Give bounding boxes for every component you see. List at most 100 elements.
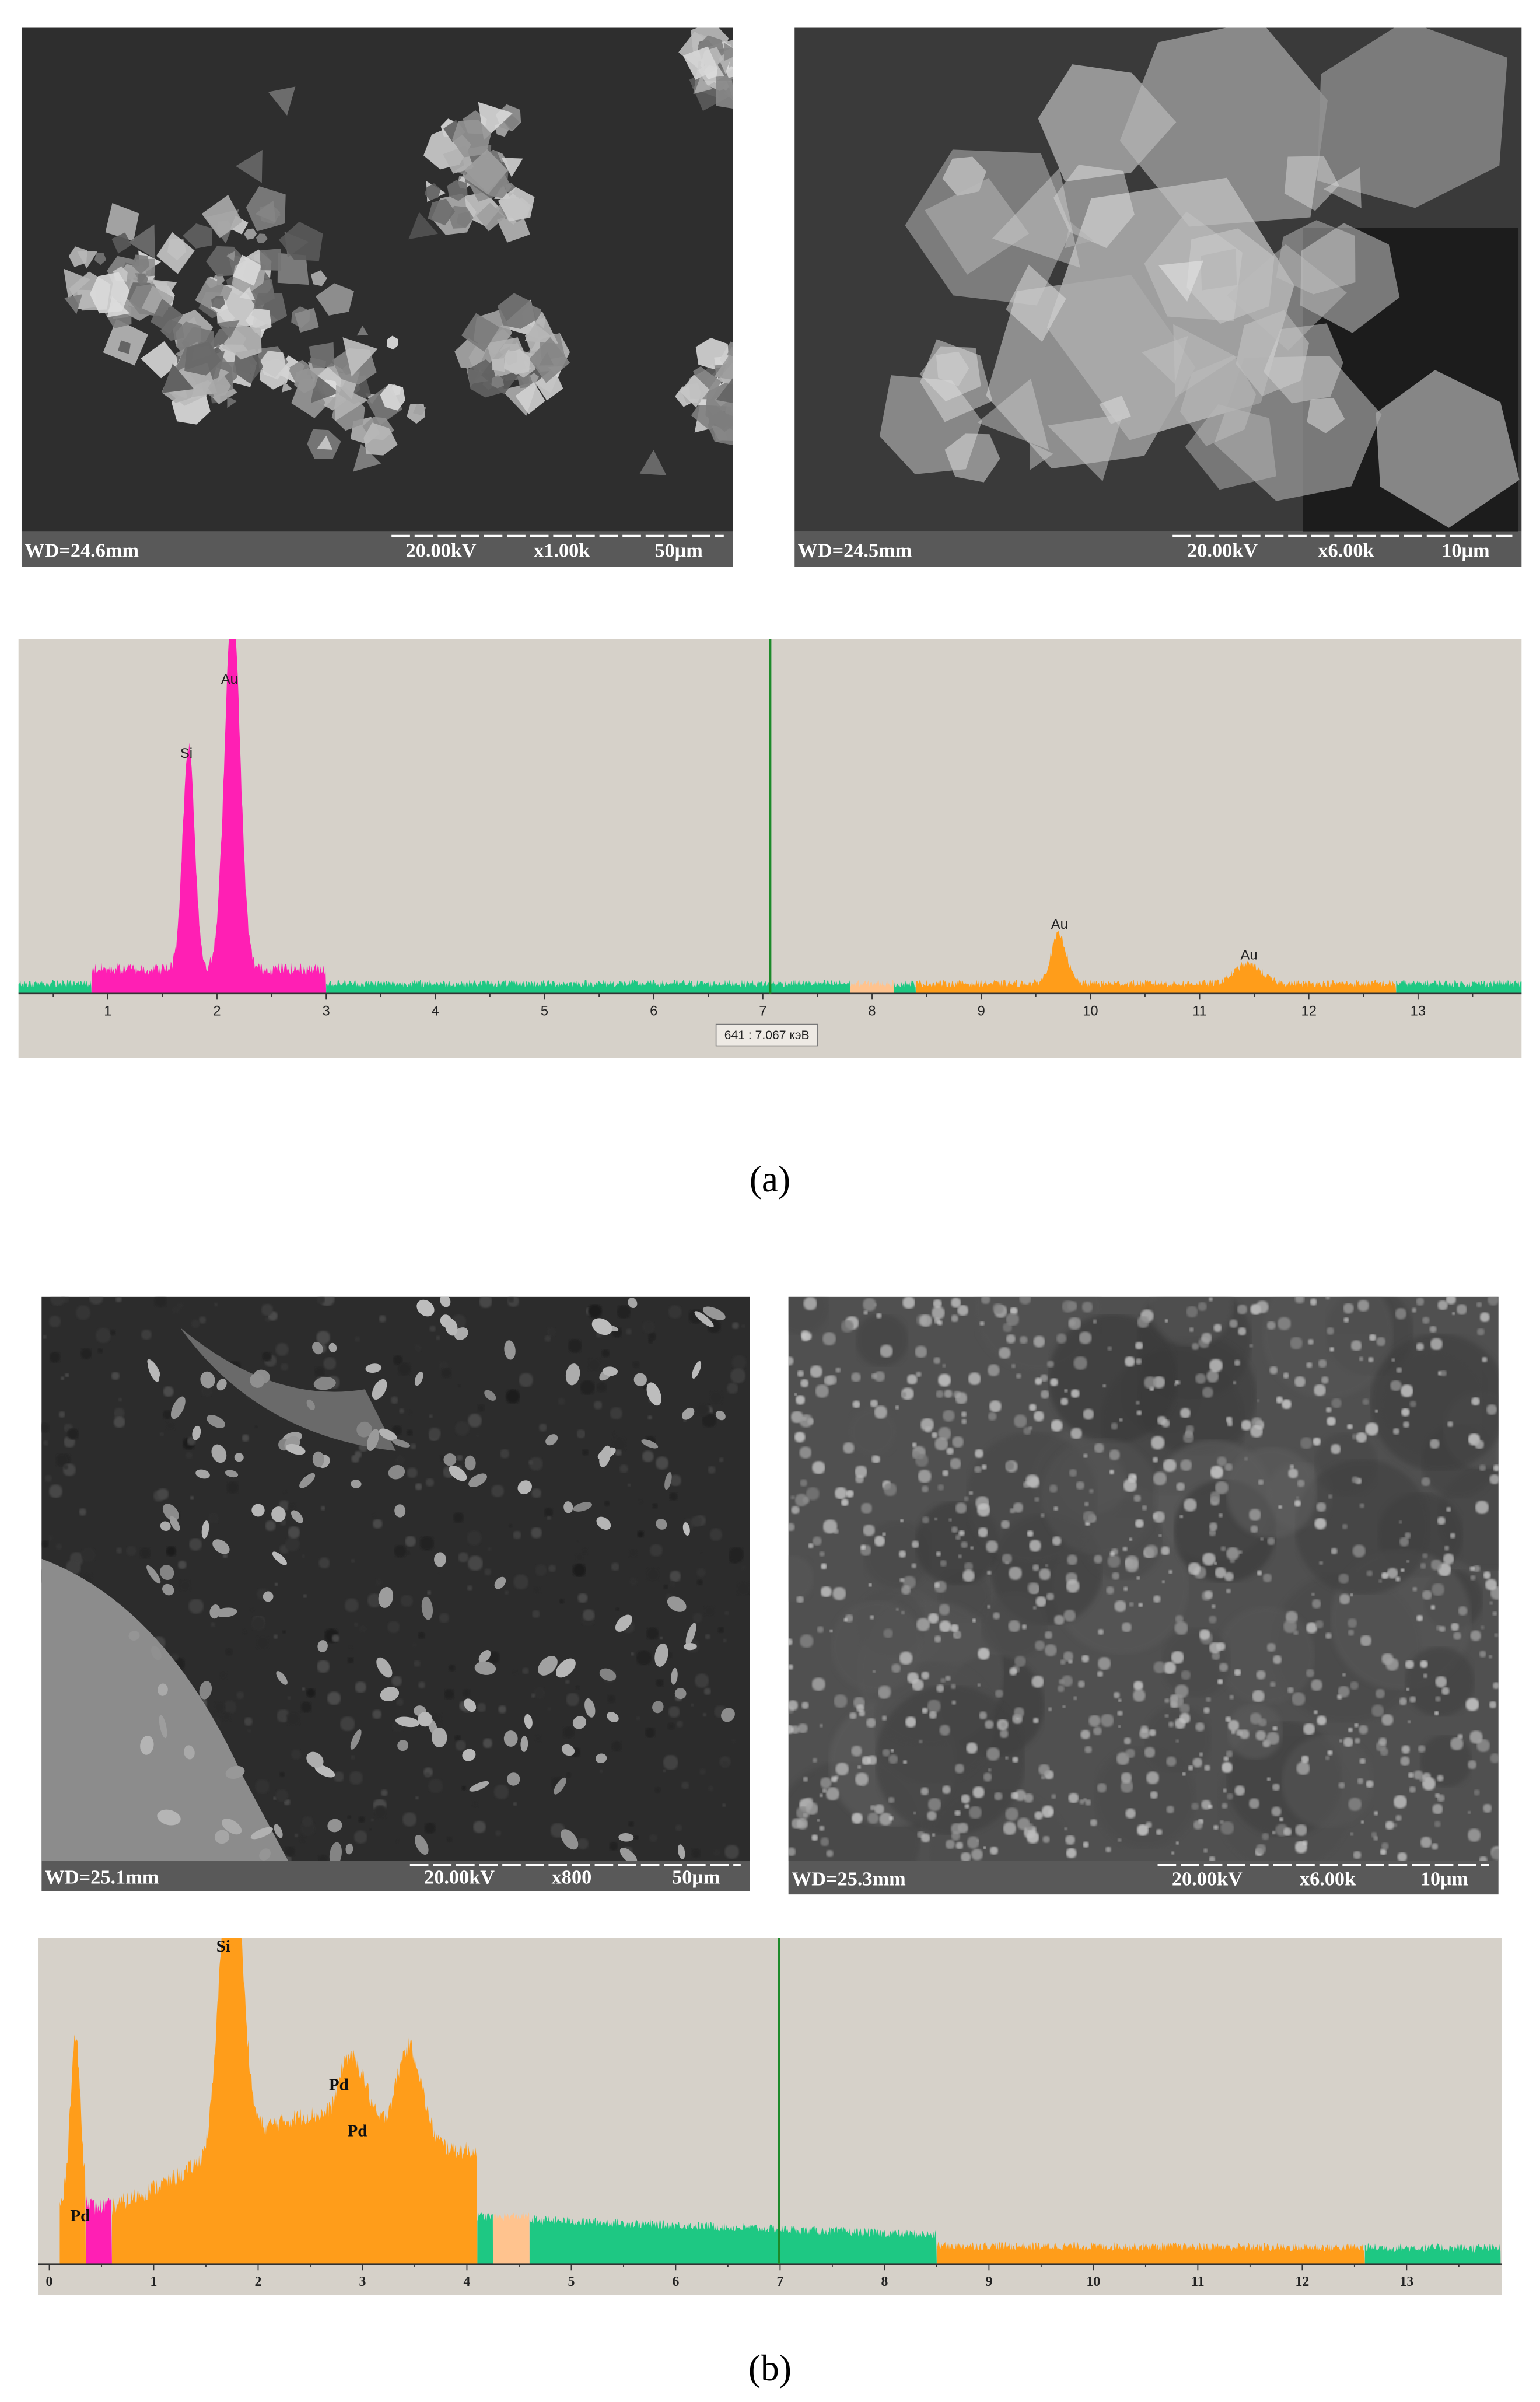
texture: [247, 1729, 251, 1733]
particle: [922, 1707, 928, 1714]
particle: [822, 1332, 836, 1346]
particle: [1266, 1732, 1280, 1745]
particle: [981, 1464, 987, 1470]
particle: [1157, 1415, 1167, 1425]
crystal: [733, 372, 749, 390]
texture: [723, 1638, 727, 1643]
spectrum-segment: [850, 980, 894, 994]
particle: [1258, 1718, 1267, 1727]
texture: [513, 1802, 517, 1806]
sem-image: WD=24.6mm 20.00kV x1.00k 50μm: [21, 27, 764, 567]
particle: [685, 1623, 696, 1646]
particle: [998, 1347, 1011, 1359]
particle: [1325, 1632, 1332, 1639]
particle: [565, 1363, 580, 1386]
crystal: [428, 198, 456, 226]
texture: [736, 1581, 750, 1596]
particle: [573, 1502, 593, 1512]
particle: [810, 1365, 823, 1378]
particle: [921, 1485, 929, 1493]
particle: [1188, 1562, 1201, 1575]
particle: [564, 1501, 573, 1513]
particle: [1160, 1546, 1170, 1555]
texture: [610, 1407, 623, 1420]
particle: [803, 1296, 817, 1311]
texture: [43, 1440, 49, 1446]
texture: [676, 1720, 684, 1728]
crystal: [977, 378, 1049, 450]
sem-texture: [788, 1296, 1499, 1861]
particle: [618, 1833, 634, 1842]
particle: [1073, 1696, 1077, 1701]
crystal: [260, 351, 286, 380]
particle: [1432, 1803, 1443, 1814]
tick-label: 7: [759, 1004, 766, 1019]
sem-image: WD=24.5mm 20.00kV x6.00k 10μm: [794, 27, 1522, 567]
particle: [968, 1372, 981, 1386]
particle: [1380, 1848, 1387, 1855]
particle: [721, 1708, 735, 1722]
particle: [1019, 1296, 1031, 1305]
particle: [1390, 1380, 1402, 1391]
particle: [1479, 1650, 1486, 1658]
particle: [1123, 1586, 1128, 1592]
particle: [272, 1551, 287, 1565]
particle: [1208, 1615, 1217, 1624]
texture: [201, 1385, 213, 1397]
scale-label: 50μm: [672, 1866, 720, 1889]
texture: [225, 1648, 233, 1656]
voltage: 20.00kV: [424, 1866, 495, 1889]
particle: [1487, 1296, 1499, 1306]
particle: [1294, 1296, 1305, 1304]
texture: [48, 1535, 54, 1541]
texture: [265, 1520, 276, 1532]
particle: [1088, 1715, 1101, 1727]
particle: [921, 1418, 935, 1432]
particle: [1381, 1572, 1389, 1579]
particle: [1486, 1404, 1497, 1415]
particle: [1120, 1779, 1133, 1793]
tick-label: 8: [868, 1004, 876, 1019]
texture: [221, 1711, 232, 1722]
particle: [964, 1562, 974, 1571]
particle: [694, 1311, 714, 1328]
texture: [491, 1484, 505, 1498]
tick-label: 6: [672, 2274, 679, 2289]
particle: [1008, 1566, 1023, 1581]
particle: [1385, 1820, 1395, 1830]
particle: [1350, 1340, 1362, 1351]
texture: [458, 1552, 469, 1563]
spectrum-segment: [894, 980, 916, 994]
particle: [1350, 1681, 1359, 1690]
particle: [1224, 1463, 1233, 1471]
crystal: [105, 202, 139, 242]
crystal: [1180, 355, 1256, 446]
substrate: [41, 1558, 288, 1861]
particle: [1281, 1399, 1292, 1410]
crystal: [744, 379, 764, 400]
particle: [317, 1640, 328, 1652]
particle: [1079, 1799, 1085, 1805]
particle: [1038, 1764, 1050, 1776]
crystal: [94, 253, 107, 265]
particle: [863, 1524, 876, 1537]
particle: [1090, 1819, 1098, 1827]
particle: [1409, 1400, 1417, 1408]
particle: [1063, 1609, 1076, 1622]
particle: [915, 1453, 929, 1467]
particle: [1032, 1606, 1037, 1610]
particle: [394, 1504, 406, 1518]
particle: [1014, 1655, 1026, 1667]
particle: [1475, 1500, 1489, 1515]
particle: [1326, 1327, 1335, 1335]
particle: [1175, 1614, 1184, 1624]
texture: [188, 1599, 204, 1614]
crystal: [424, 183, 441, 201]
texture: [241, 1628, 248, 1635]
particle: [160, 1521, 171, 1531]
texture: [599, 1769, 603, 1774]
particle: [934, 1582, 940, 1588]
particle: [1060, 1397, 1069, 1406]
texture: [645, 1727, 656, 1738]
